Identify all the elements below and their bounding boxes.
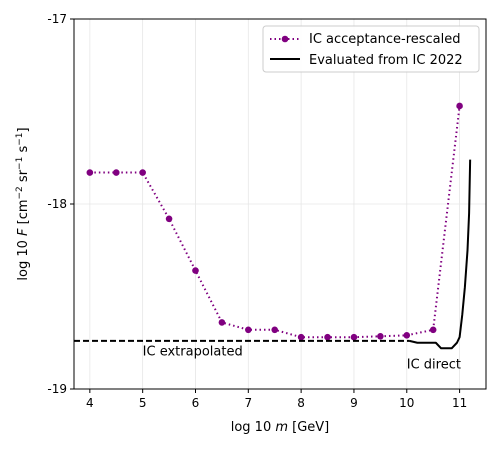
y-axis: -19 -18 -17	[47, 12, 74, 396]
legend: IC acceptance-rescaled Evaluated from IC…	[262, 25, 480, 73]
data-point	[192, 267, 199, 274]
legend-label-ic2022: Evaluated from IC 2022	[309, 53, 463, 68]
data-point	[245, 326, 252, 334]
x-tick-label: 10	[399, 396, 414, 410]
legend-box	[262, 25, 480, 73]
annotations: IC extrapolated IC direct	[143, 345, 461, 373]
y-tick-label: -17	[47, 12, 67, 26]
data-point	[218, 319, 226, 326]
x-tick-label: 8	[297, 396, 305, 410]
series-line-ic2022	[409, 159, 472, 350]
x-axis: 4 5 6 7 8 9 10 11	[86, 389, 467, 410]
data-point	[456, 102, 463, 110]
x-tick-label: 7	[244, 396, 252, 410]
x-tick-label: 6	[192, 396, 200, 410]
y-tick-label: -18	[47, 197, 67, 211]
x-tick-label: 11	[452, 396, 467, 410]
legend-label-acceptance: IC acceptance-rescaled	[309, 32, 461, 47]
annotation-label: IC extrapolated	[143, 345, 243, 360]
y-axis-title: log 10 F [cm−2 sr−1 s−1]	[15, 127, 31, 280]
series-line-acceptance-rescaled	[89, 105, 461, 339]
data-point	[139, 169, 146, 176]
data-point	[271, 326, 279, 334]
x-tick-label: 4	[86, 396, 94, 410]
data-point	[429, 326, 437, 334]
grid	[74, 18, 486, 390]
y-tick-label: -19	[47, 382, 67, 396]
data-point	[377, 332, 384, 340]
data-point	[403, 332, 411, 339]
data-point	[350, 333, 358, 341]
x-axis-title: log 10 m [GeV]	[231, 420, 330, 435]
series-layer	[74, 102, 472, 350]
annotation-label: IC direct	[407, 358, 461, 373]
data-point	[324, 333, 331, 341]
data-point	[165, 215, 173, 223]
data-point	[86, 169, 94, 176]
data-point	[297, 333, 305, 341]
data-point	[112, 169, 120, 176]
x-tick-label: 9	[350, 396, 358, 410]
legend-marker-acceptance	[281, 35, 289, 43]
x-tick-label: 5	[139, 396, 147, 410]
